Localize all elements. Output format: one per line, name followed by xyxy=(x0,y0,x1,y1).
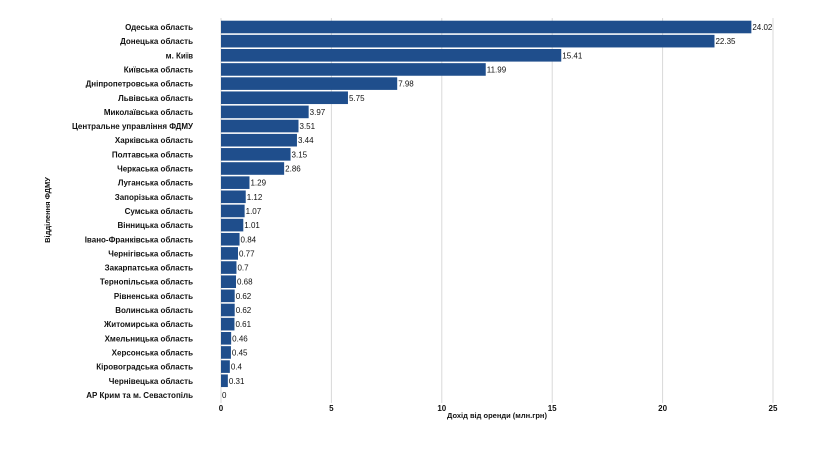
category-label: Рівненська область xyxy=(114,292,193,301)
value-label: 22.35 xyxy=(715,37,736,46)
bar xyxy=(221,176,250,189)
value-label: 3.15 xyxy=(292,150,308,159)
value-label: 3.97 xyxy=(310,108,326,117)
category-label: Херсонська область xyxy=(112,348,193,357)
category-label: Дніпропетровська область xyxy=(86,80,194,89)
bar xyxy=(221,204,245,218)
bar xyxy=(221,275,237,288)
value-label: 1.29 xyxy=(250,179,266,188)
value-label: 0.62 xyxy=(236,292,252,301)
x-tick-label: 5 xyxy=(329,404,334,413)
category-label: Черкаська область xyxy=(117,165,193,174)
value-label: 11.99 xyxy=(487,65,507,74)
value-label: 1.07 xyxy=(246,207,262,216)
category-label: Житомирська область xyxy=(103,320,193,329)
x-tick-label: 0 xyxy=(219,404,224,413)
category-label: Донецька область xyxy=(120,37,193,46)
category-labels: Одеська область Донецька область м. Київ Ки… xyxy=(72,23,194,400)
bar xyxy=(221,303,235,317)
value-label: 0.46 xyxy=(232,334,248,343)
bar xyxy=(221,247,239,260)
bar xyxy=(221,261,237,274)
category-label: м. Київ xyxy=(166,51,193,60)
bar xyxy=(221,63,486,76)
bar xyxy=(221,20,752,34)
bar xyxy=(221,91,348,105)
category-label: Вінницька область xyxy=(117,221,193,230)
bar xyxy=(221,232,240,246)
category-label: Волинська область xyxy=(115,306,193,315)
x-axis-ticks: 0 5 10 15 20 25 xyxy=(219,404,778,413)
bar xyxy=(221,49,562,62)
category-label: Миколаївська область xyxy=(104,108,193,117)
category-label: Кіровоградська область xyxy=(96,363,193,372)
bars xyxy=(221,20,752,388)
x-tick-label: 10 xyxy=(437,404,446,413)
bar xyxy=(221,77,398,90)
x-axis-title: Дохід від оренди (млн.грн) xyxy=(447,411,547,420)
value-label: 1.01 xyxy=(244,221,260,230)
value-label: 24.02 xyxy=(752,23,773,32)
category-label: Львівська область xyxy=(118,94,193,103)
value-label: 0.62 xyxy=(236,306,252,315)
category-label: Сумська область xyxy=(125,207,194,216)
bar xyxy=(221,105,309,119)
category-label: Полтавська область xyxy=(112,150,193,159)
category-label: Чернівецька область xyxy=(109,377,193,386)
category-label: Чернігівська область xyxy=(108,249,193,258)
category-label: Луганська область xyxy=(118,179,193,188)
value-label: 0.84 xyxy=(241,235,257,244)
x-tick-label: 20 xyxy=(658,404,667,413)
value-label: 0 xyxy=(222,391,227,400)
value-label: 0.45 xyxy=(232,348,248,357)
bar xyxy=(221,289,235,303)
bar xyxy=(221,346,231,359)
value-label: 0.7 xyxy=(237,264,249,273)
bar xyxy=(221,332,232,345)
value-label: 0.68 xyxy=(237,278,253,287)
category-label: Харківська область xyxy=(115,136,193,145)
category-label: Закарпатська область xyxy=(105,264,193,273)
category-label: Київська область xyxy=(124,65,193,74)
value-label: 3.44 xyxy=(298,136,314,145)
x-tick-label: 25 xyxy=(769,404,778,413)
category-label: Івано-Франківська область xyxy=(85,235,193,244)
value-labels: 24.02 22.35 15.41 11.99 7.98 5.75 3.97 3.51 3.44… xyxy=(222,23,773,400)
bar xyxy=(221,218,244,232)
bar xyxy=(221,374,228,388)
bar xyxy=(221,190,246,204)
value-label: 5.75 xyxy=(349,94,365,103)
category-label: Тернопільська область xyxy=(100,278,193,287)
category-label: АР Крим та м. Севастопіль xyxy=(86,391,193,400)
bar xyxy=(221,34,715,48)
category-label: Запорізька область xyxy=(115,193,193,202)
value-label: 0.31 xyxy=(229,377,245,386)
y-axis-title: Відділення ФДМУ xyxy=(43,177,52,243)
bar xyxy=(221,133,297,147)
bar xyxy=(221,360,230,373)
value-label: 1.12 xyxy=(247,193,263,202)
value-label: 0.4 xyxy=(231,363,243,372)
bar xyxy=(221,148,291,161)
value-label: 2.86 xyxy=(285,165,301,174)
category-label: Центральне управління ФДМУ xyxy=(72,122,194,131)
x-tick-label: 15 xyxy=(548,404,557,413)
bar xyxy=(221,317,235,331)
bar xyxy=(221,119,299,133)
value-label: 3.51 xyxy=(300,122,316,131)
category-label: Одеська область xyxy=(125,23,193,32)
value-label: 0.61 xyxy=(235,320,251,329)
bar xyxy=(221,162,285,175)
value-label: 7.98 xyxy=(398,80,414,89)
category-label: Хмельницька область xyxy=(105,334,193,343)
value-label: 0.77 xyxy=(239,249,255,258)
value-label: 15.41 xyxy=(562,51,583,60)
